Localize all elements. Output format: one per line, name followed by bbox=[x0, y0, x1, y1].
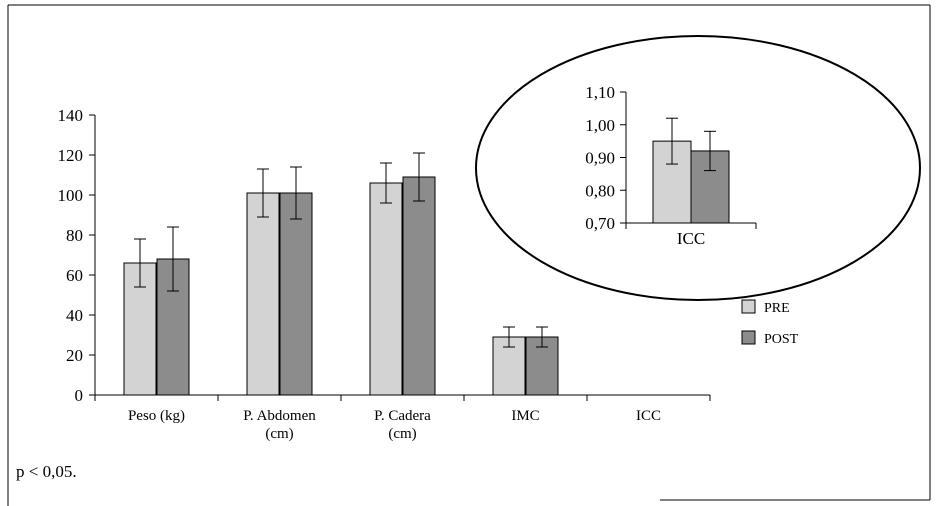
x-tick-label: P. Abdomen bbox=[243, 408, 316, 424]
y-tick-label: 140 bbox=[58, 106, 84, 125]
x-tick-label: IMC bbox=[511, 408, 539, 424]
bar bbox=[402, 176, 436, 396]
x-tick-label: P. Cadera bbox=[374, 408, 431, 424]
legend-label: PRE bbox=[764, 301, 790, 316]
y-tick-label: 100 bbox=[58, 186, 84, 205]
x-tick-label: (cm) bbox=[388, 426, 416, 442]
inset-chart: 0,70 0,80 0,90 1,00 1,10 ICC bbox=[585, 83, 757, 248]
legend-swatch bbox=[741, 330, 756, 345]
legend: PRE POST bbox=[741, 299, 799, 347]
y-tick-label: 0 bbox=[75, 386, 84, 405]
inset-x-tick-label: ICC bbox=[677, 229, 705, 248]
x-tick-label: (cm) bbox=[265, 426, 293, 442]
inset-y-tick-label: 1,00 bbox=[585, 116, 615, 135]
inset-y-tick-label: 0,90 bbox=[585, 149, 615, 168]
main-chart: 0 20 40 60 80 100 120 140 Peso (kg) P. Abdomen (cm… bbox=[58, 106, 711, 442]
bar bbox=[492, 336, 526, 396]
bar bbox=[246, 192, 280, 396]
x-tick-label: Peso (kg) bbox=[128, 408, 185, 424]
inset-y-tick-label: 0,80 bbox=[585, 181, 615, 200]
y-tick-label: 40 bbox=[66, 306, 83, 325]
y-tick-label: 80 bbox=[66, 226, 83, 245]
legend-label: POST bbox=[764, 332, 799, 347]
bar bbox=[279, 192, 313, 396]
x-tick-label: ICC bbox=[636, 408, 661, 424]
y-tick-label: 120 bbox=[58, 146, 84, 165]
inset-y-tick-label: 1,10 bbox=[585, 83, 615, 102]
legend-swatch bbox=[741, 299, 756, 314]
bar bbox=[369, 182, 403, 396]
y-tick-label: 60 bbox=[66, 266, 83, 285]
footnote: p < 0,05. bbox=[16, 462, 77, 481]
y-tick-label: 20 bbox=[66, 346, 83, 365]
inset-y-tick-label: 0,70 bbox=[585, 214, 615, 233]
